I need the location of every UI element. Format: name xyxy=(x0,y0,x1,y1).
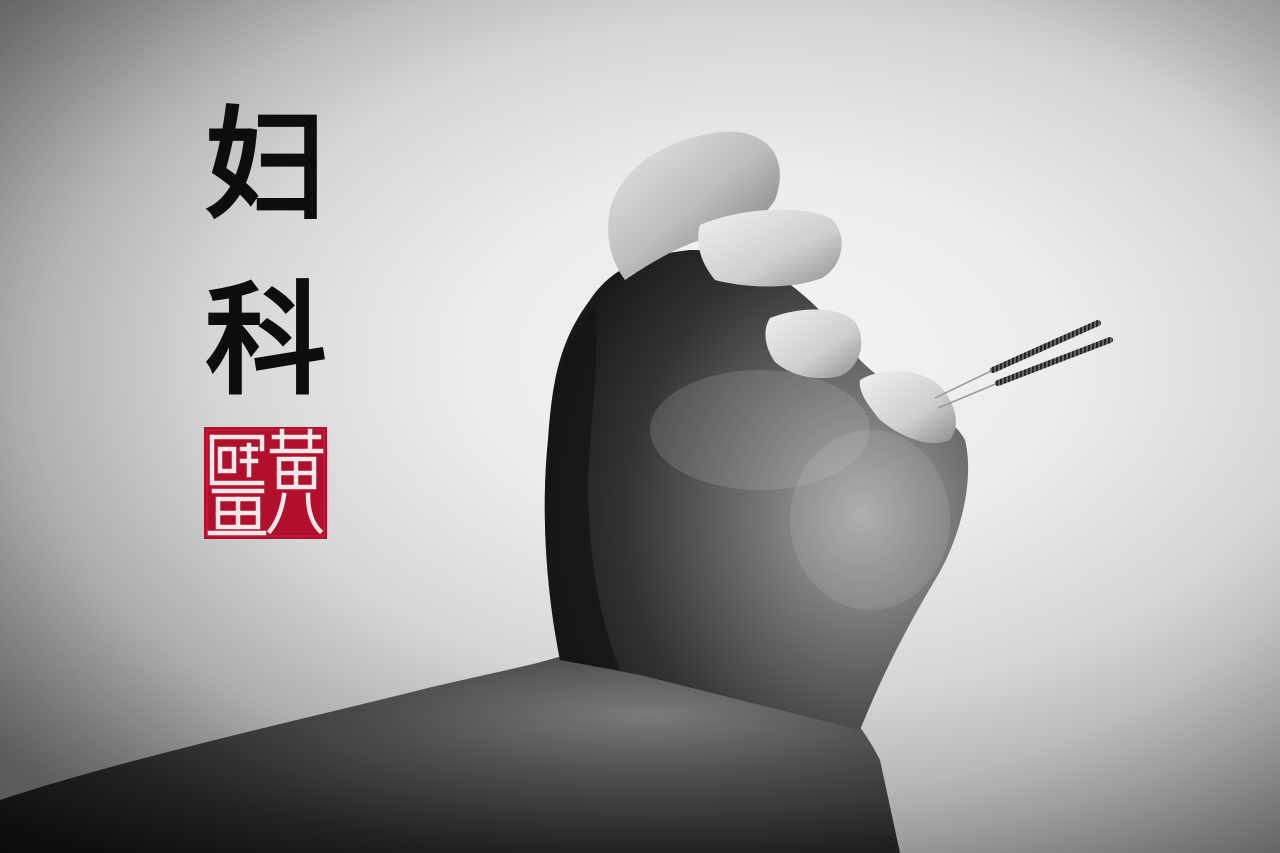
title-char-1: 妇 xyxy=(205,93,327,237)
red-seal-stamp xyxy=(204,427,327,539)
title-vertical: 妇 科 xyxy=(196,78,336,428)
acupuncture-needles xyxy=(934,320,1113,409)
title-char-2: 科 xyxy=(205,268,327,412)
